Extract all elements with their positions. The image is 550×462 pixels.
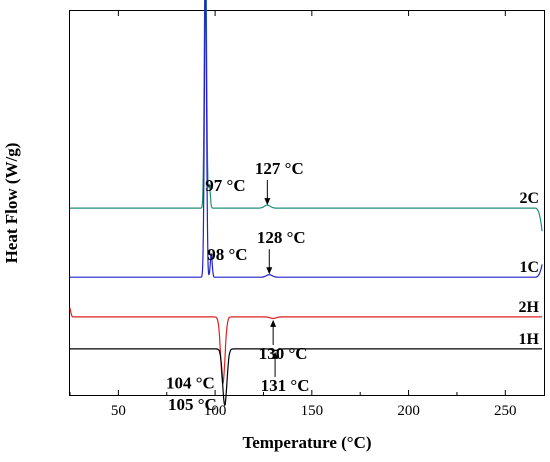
x-axis-ticks: 50 100 150 200 250 bbox=[69, 11, 517, 419]
peak-label: 127 °C bbox=[255, 159, 304, 178]
curve-2c bbox=[70, 0, 543, 232]
x-tick-label: 250 bbox=[494, 403, 517, 419]
x-tick-label: 150 bbox=[301, 403, 324, 419]
peak-label: 131 °C bbox=[261, 376, 310, 395]
peak-label: 104 °C bbox=[166, 373, 215, 392]
curve-label-1c: 1C bbox=[519, 259, 539, 276]
x-tick-label: 50 bbox=[111, 403, 126, 419]
curve-1c bbox=[70, 0, 543, 278]
x-tick-label: 100 bbox=[204, 403, 227, 419]
curve-label-2c: 2C bbox=[519, 190, 539, 207]
arrow-head bbox=[272, 351, 279, 359]
peak-label: 130 °C bbox=[259, 344, 308, 363]
peak-label: 105 °C bbox=[168, 395, 217, 414]
curve-label-2h: 2H bbox=[519, 299, 540, 316]
y-axis-title: Heat Flow (W/g) bbox=[2, 143, 21, 264]
arrow-head bbox=[264, 198, 271, 206]
plot-frame bbox=[69, 10, 545, 396]
x-axis-title: Temperature (°C) bbox=[242, 433, 371, 452]
arrow-head bbox=[266, 267, 273, 275]
curve-1h bbox=[70, 348, 543, 407]
x-tick-label: 200 bbox=[397, 403, 420, 419]
curves bbox=[69, 0, 543, 407]
peak-label: 97 °C bbox=[205, 176, 245, 195]
peak-label: 128 °C bbox=[257, 228, 306, 247]
arrow-head bbox=[270, 319, 277, 327]
peak-label: 98 °C bbox=[207, 245, 247, 264]
curve-2h bbox=[69, 307, 543, 385]
curve-label-1h: 1H bbox=[519, 331, 540, 348]
